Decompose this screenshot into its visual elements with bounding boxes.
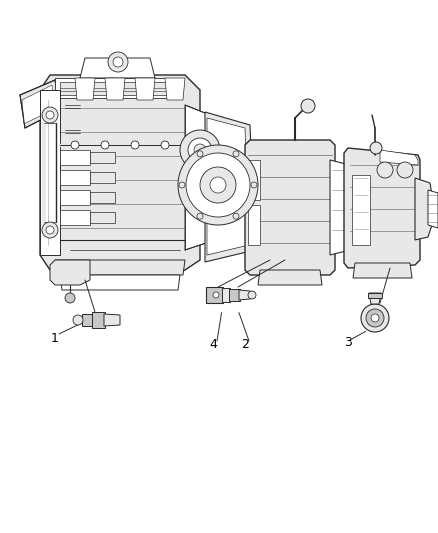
Circle shape: [101, 141, 109, 149]
Circle shape: [73, 315, 83, 325]
Text: 3: 3: [344, 336, 352, 350]
Circle shape: [200, 167, 236, 203]
Circle shape: [371, 314, 379, 322]
Polygon shape: [55, 260, 185, 275]
Circle shape: [233, 151, 239, 157]
Polygon shape: [248, 205, 260, 245]
Polygon shape: [165, 78, 185, 100]
Circle shape: [179, 182, 185, 188]
Polygon shape: [22, 85, 56, 124]
Circle shape: [46, 111, 54, 119]
Polygon shape: [229, 289, 240, 301]
Circle shape: [193, 188, 207, 202]
Polygon shape: [258, 270, 322, 285]
Circle shape: [210, 177, 226, 193]
Polygon shape: [352, 175, 370, 245]
Circle shape: [186, 181, 214, 209]
Polygon shape: [75, 78, 95, 100]
Circle shape: [113, 57, 123, 67]
Polygon shape: [80, 58, 155, 78]
Polygon shape: [60, 210, 90, 225]
Polygon shape: [82, 314, 92, 326]
Circle shape: [301, 99, 315, 113]
Polygon shape: [60, 150, 90, 165]
Circle shape: [213, 292, 219, 298]
Circle shape: [108, 52, 128, 72]
Circle shape: [46, 226, 54, 234]
Circle shape: [197, 213, 203, 219]
Circle shape: [65, 293, 75, 303]
Polygon shape: [248, 160, 260, 200]
Polygon shape: [40, 90, 60, 255]
Polygon shape: [105, 78, 125, 100]
Polygon shape: [135, 78, 155, 100]
Polygon shape: [92, 312, 105, 328]
Circle shape: [161, 141, 169, 149]
Circle shape: [248, 291, 256, 299]
Polygon shape: [239, 290, 250, 300]
Circle shape: [370, 142, 382, 154]
Circle shape: [178, 145, 258, 225]
Polygon shape: [369, 293, 381, 304]
Polygon shape: [90, 172, 115, 183]
Polygon shape: [245, 140, 335, 275]
Polygon shape: [415, 178, 432, 240]
Polygon shape: [185, 105, 215, 250]
Polygon shape: [104, 314, 120, 326]
Polygon shape: [206, 287, 223, 303]
Polygon shape: [222, 288, 230, 302]
Polygon shape: [60, 82, 175, 95]
Polygon shape: [428, 190, 438, 228]
Polygon shape: [368, 293, 382, 298]
Polygon shape: [90, 192, 115, 203]
Circle shape: [377, 162, 393, 178]
Circle shape: [197, 151, 203, 157]
Polygon shape: [50, 260, 90, 285]
Text: 1: 1: [51, 332, 59, 344]
Polygon shape: [20, 80, 60, 128]
Circle shape: [366, 309, 384, 327]
Polygon shape: [60, 190, 90, 205]
Circle shape: [131, 141, 139, 149]
Polygon shape: [40, 75, 200, 270]
Circle shape: [397, 162, 413, 178]
Polygon shape: [205, 112, 255, 262]
Text: 2: 2: [241, 338, 249, 351]
Polygon shape: [90, 152, 115, 163]
Polygon shape: [207, 118, 249, 255]
Circle shape: [42, 107, 58, 123]
Circle shape: [194, 144, 206, 156]
Polygon shape: [60, 275, 180, 290]
Circle shape: [180, 130, 220, 170]
Circle shape: [71, 141, 79, 149]
Polygon shape: [380, 150, 418, 165]
Polygon shape: [55, 78, 180, 98]
Polygon shape: [60, 170, 90, 185]
Circle shape: [186, 153, 250, 217]
Circle shape: [233, 213, 239, 219]
Circle shape: [361, 304, 389, 332]
Text: 4: 4: [209, 338, 217, 351]
Circle shape: [251, 182, 257, 188]
Polygon shape: [344, 148, 420, 268]
Polygon shape: [330, 160, 350, 255]
Circle shape: [42, 222, 58, 238]
Circle shape: [188, 138, 212, 162]
Polygon shape: [353, 263, 412, 278]
Polygon shape: [90, 212, 115, 223]
